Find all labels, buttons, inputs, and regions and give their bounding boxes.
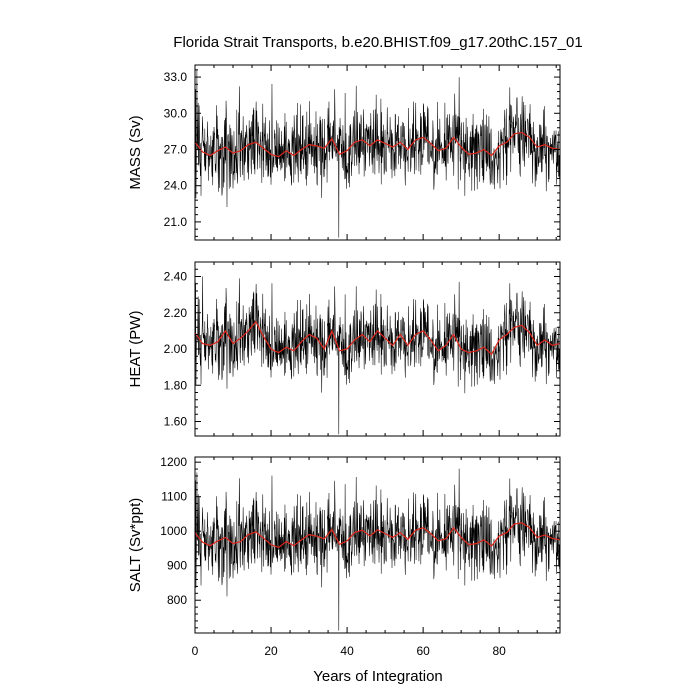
raw-series-line [195,468,560,631]
raw-series-line [195,69,560,238]
y-tick-label: 24.0 [164,179,188,193]
x-axis-label: Years of Integration [313,668,443,685]
y-tick-label: 33.0 [164,70,188,84]
y-tick-label: 1.60 [164,415,188,429]
smoothed-series-line [195,320,560,356]
y-tick-label: 27.0 [164,142,188,156]
y-tick-label: 900 [167,559,187,573]
panels-container: 21.0 24.0 27.0 30.0 33.0 MASS (Sv) 1.60 1.80 2.0… [127,64,561,658]
raw-series-line [195,276,560,435]
y-tick-label: 800 [167,593,187,607]
y-tick-label: 2.00 [164,342,188,356]
figure-title: Florida Strait Transports, b.e20.BHIST.f… [173,34,582,51]
y-axis-label: MASS (Sv) [127,115,144,189]
smoothed-series-line [195,522,560,549]
x-tick-label: 20 [264,644,278,658]
panel-2: 1.60 1.80 2.00 2.20 2.40 HEAT (PW) [127,261,561,437]
y-tick-label: 1200 [160,455,187,469]
y-tick-label: 1100 [161,490,187,504]
y-tick-label: 2.20 [164,306,188,320]
smoothed-series-line [195,131,560,158]
plot-frame [194,64,561,241]
y-tick-label: 2.40 [164,270,188,284]
panel-3: 800 900 1000 1100 1200 0 20 40 60 80 SALT (Sv*ppt) [127,455,561,658]
panel-1: 21.0 24.0 27.0 30.0 33.0 MASS (Sv) [127,64,561,241]
x-tick-label: 80 [492,644,506,658]
y-axis-label: HEAT (PW) [127,311,144,388]
y-axis-label: SALT (Sv*ppt) [127,498,144,592]
y-tick-label: 30.0 [164,106,188,120]
x-tick-label: 40 [340,644,354,658]
y-tick-label: 1000 [160,524,187,538]
x-tick-label: 0 [192,644,199,658]
y-tick-label: 21.0 [164,215,188,229]
y-tick-label: 1.80 [164,378,188,392]
x-tick-label: 60 [416,644,430,658]
